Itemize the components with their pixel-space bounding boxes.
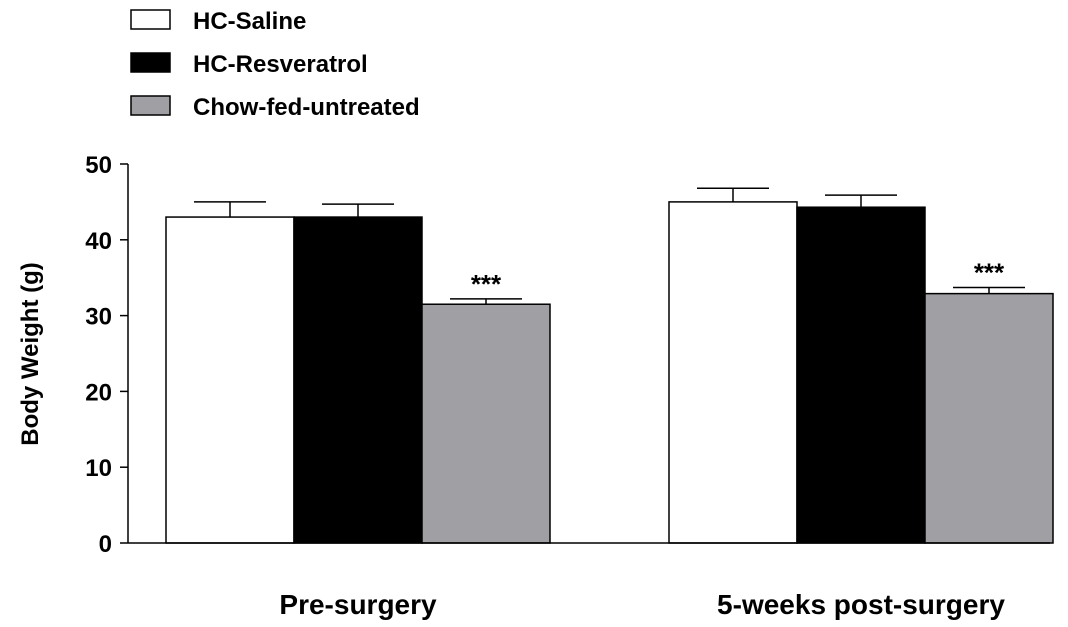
bar <box>421 303 551 544</box>
y-tick-label: 10 <box>85 455 112 482</box>
legend: HC-Saline HC-Resveratrol Chow-fed-untreate… <box>130 8 420 121</box>
significance-label: *** <box>974 258 1005 288</box>
bars <box>165 201 1054 544</box>
bar <box>293 216 423 544</box>
y-tick-label: 20 <box>85 379 112 406</box>
y-axis-title: Body Weight (g) <box>17 262 44 446</box>
bar <box>165 216 295 544</box>
legend-label: HC-Saline <box>193 8 306 35</box>
bar <box>924 292 1054 544</box>
legend-swatch <box>130 95 171 116</box>
legend-swatch <box>130 52 171 73</box>
y-tick-label: 0 <box>99 531 112 558</box>
error-bars <box>194 187 1025 305</box>
bar <box>796 206 926 544</box>
y-tick-label: 50 <box>85 152 112 179</box>
y-axis: 0 10 20 30 40 50 <box>85 152 129 558</box>
legend-label: Chow-fed-untreated <box>193 94 420 121</box>
x-axis: Pre-surgery 5-weeks post-surgery <box>128 542 1050 620</box>
x-category-label: Pre-surgery <box>279 589 437 620</box>
significance-annotations: *** *** <box>471 258 1005 299</box>
y-tick-label: 40 <box>85 228 112 255</box>
bar <box>668 201 798 544</box>
y-tick-label: 30 <box>85 304 112 331</box>
legend-swatch <box>130 9 171 30</box>
legend-label: HC-Resveratrol <box>193 51 368 78</box>
x-category-label: 5-weeks post-surgery <box>717 589 1005 620</box>
significance-label: *** <box>471 269 502 299</box>
